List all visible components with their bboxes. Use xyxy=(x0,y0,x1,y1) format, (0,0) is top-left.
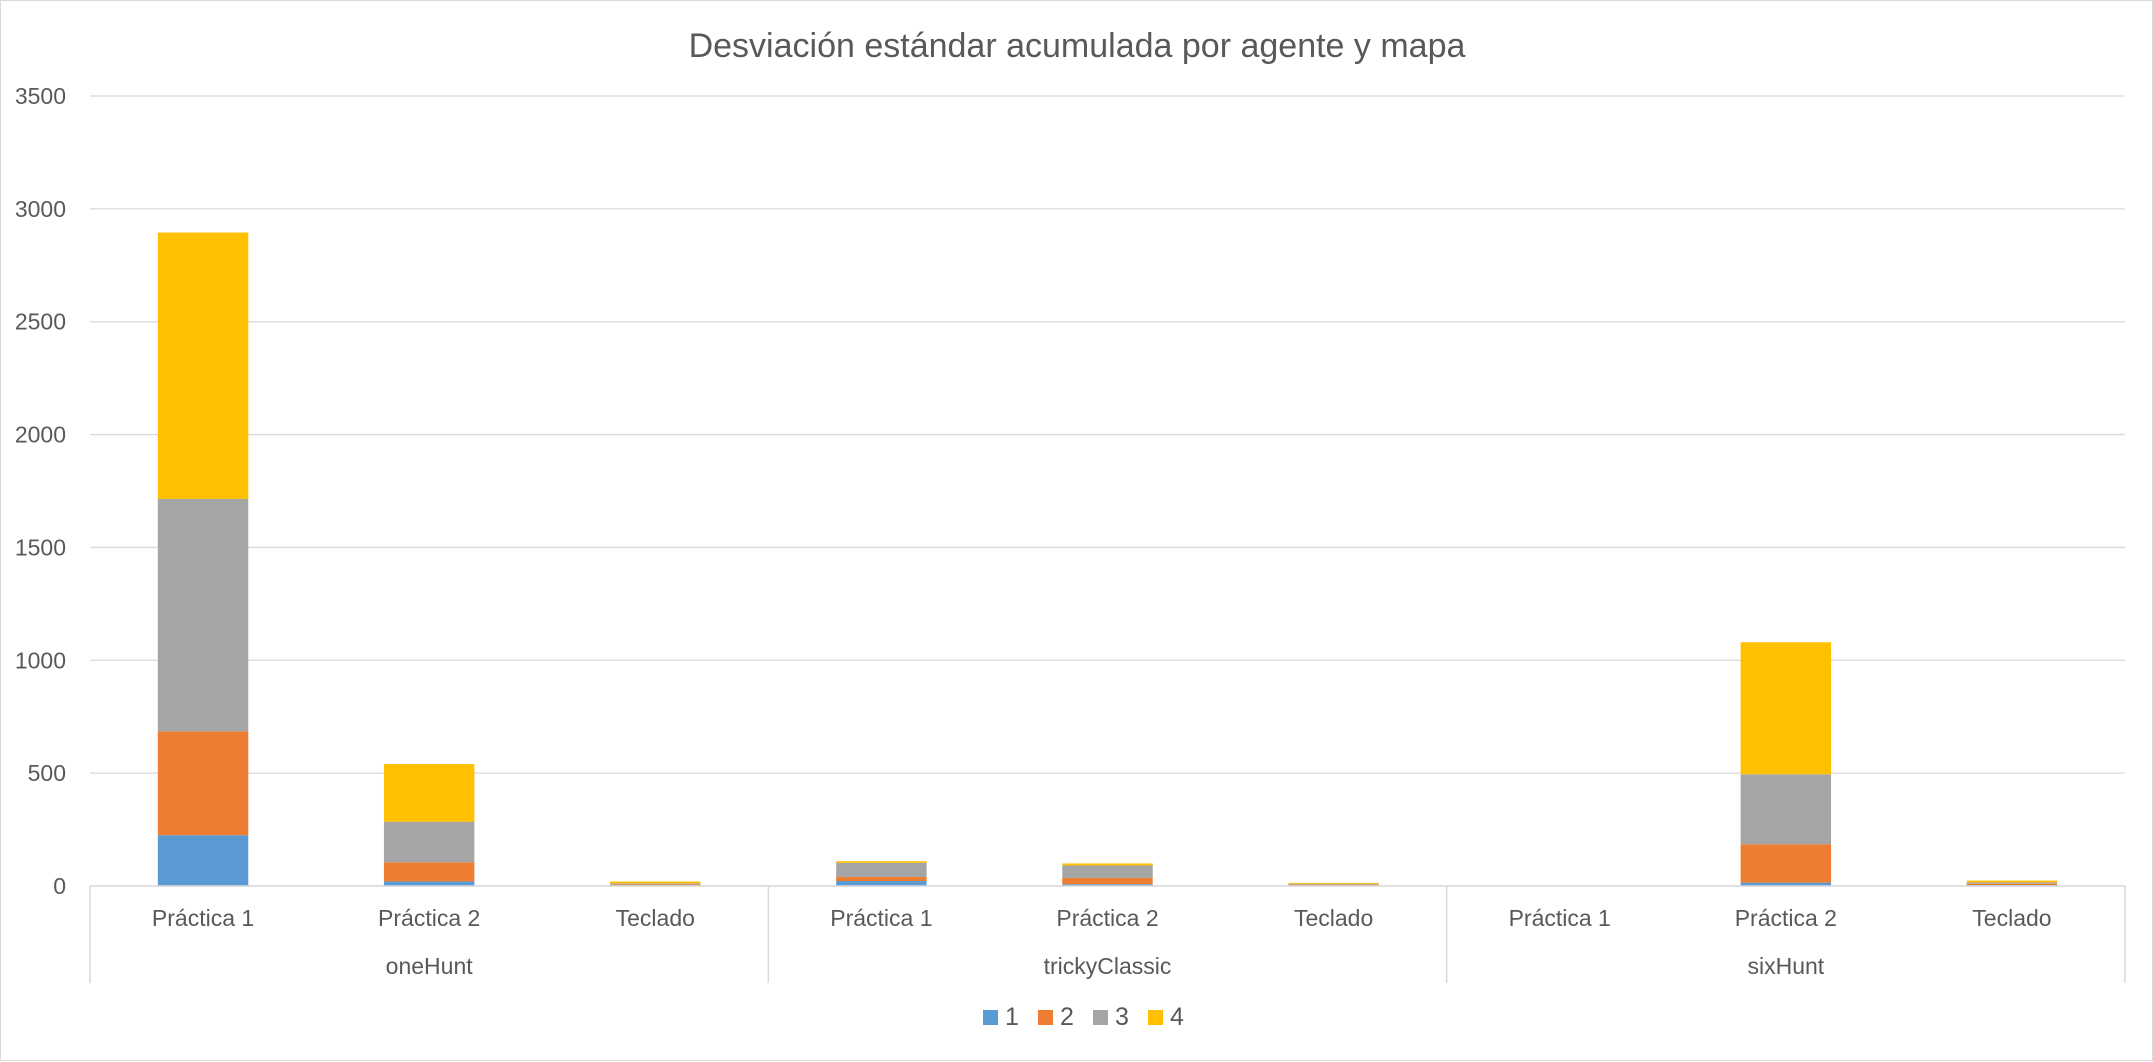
category-label: Práctica 2 xyxy=(378,905,480,931)
bar-segment-series-1 xyxy=(1740,882,1832,886)
legend-swatch-3 xyxy=(1093,1010,1108,1025)
bar-segment-series-4 xyxy=(610,881,701,884)
bar-segment-series-4 xyxy=(836,861,927,863)
y-tick-label: 1500 xyxy=(15,534,66,560)
group-label: sixHunt xyxy=(1747,953,1824,979)
bar-segment-series-2 xyxy=(157,731,249,836)
bar-segment-series-4 xyxy=(1966,880,2058,883)
bar-segment-series-1 xyxy=(836,881,927,886)
y-axis-ticks: 0 500 1000 1500 2000 2500 3000 3500 xyxy=(15,83,66,899)
category-label: Teclado xyxy=(616,905,695,931)
bars xyxy=(157,232,2058,886)
legend-swatch-1 xyxy=(983,1010,998,1025)
y-tick-label: 500 xyxy=(28,760,66,786)
legend-swatch-2 xyxy=(1038,1010,1053,1025)
y-tick-label: 2500 xyxy=(15,309,66,335)
bar-segment-series-3 xyxy=(610,883,701,885)
legend-label: 1 xyxy=(1005,1003,1019,1031)
bar-segment-series-4 xyxy=(157,232,249,499)
legend-swatch-4 xyxy=(1148,1010,1163,1025)
bar-segment-series-4 xyxy=(1288,882,1379,884)
y-tick-label: 3000 xyxy=(15,196,66,222)
bar-segment-series-1 xyxy=(157,835,249,886)
bar-segment-series-4 xyxy=(1740,642,1832,775)
bar-segment-series-2 xyxy=(610,884,701,886)
bar-segment-series-2 xyxy=(383,862,475,882)
bar-segment-series-2 xyxy=(836,876,927,882)
x-axis: Práctica 1 Práctica 2 Teclado Práctica 1 Prá… xyxy=(89,885,2126,983)
y-tick-label: 1000 xyxy=(15,647,66,673)
y-tick-label: 3500 xyxy=(15,83,66,109)
group-label: trickyClassic xyxy=(1044,953,1172,979)
category-label: Práctica 2 xyxy=(1735,905,1837,931)
bar-segment-series-3 xyxy=(836,862,927,877)
y-tick-label: 2000 xyxy=(15,422,66,448)
bar-segment-series-2 xyxy=(1966,883,2058,886)
y-tick-label: 0 xyxy=(53,873,66,899)
bar-segment-series-2 xyxy=(1288,884,1379,886)
bar-segment-series-3 xyxy=(1062,865,1153,878)
category-label: Teclado xyxy=(1972,905,2051,931)
bar-segment-series-3 xyxy=(383,821,475,863)
legend-label: 3 xyxy=(1115,1003,1129,1031)
bar-segment-series-4 xyxy=(1062,863,1153,866)
category-label: Práctica 1 xyxy=(152,905,254,931)
bar-segment-series-3 xyxy=(1288,883,1379,885)
bar-segment-series-1 xyxy=(383,881,475,886)
bar-segment-series-2 xyxy=(1740,844,1832,883)
category-label: Práctica 2 xyxy=(1056,905,1158,931)
category-label: Práctica 1 xyxy=(830,905,932,931)
chart-title: Desviación estándar acumulada por agente… xyxy=(689,27,1466,65)
bar-segment-series-1 xyxy=(1062,884,1153,886)
category-label: Teclado xyxy=(1294,905,1373,931)
bar-segment-series-4 xyxy=(383,764,475,822)
legend: 1 2 3 4 xyxy=(983,1003,1184,1031)
bar-segment-series-3 xyxy=(157,498,249,732)
category-label: Práctica 1 xyxy=(1509,905,1611,931)
bar-segment-series-3 xyxy=(1966,882,2058,884)
bar-segment-series-3 xyxy=(1740,774,1832,845)
bar-segment-series-2 xyxy=(1062,877,1153,885)
legend-label: 4 xyxy=(1170,1003,1184,1031)
group-label: oneHunt xyxy=(386,953,474,979)
legend-label: 2 xyxy=(1060,1003,1074,1031)
